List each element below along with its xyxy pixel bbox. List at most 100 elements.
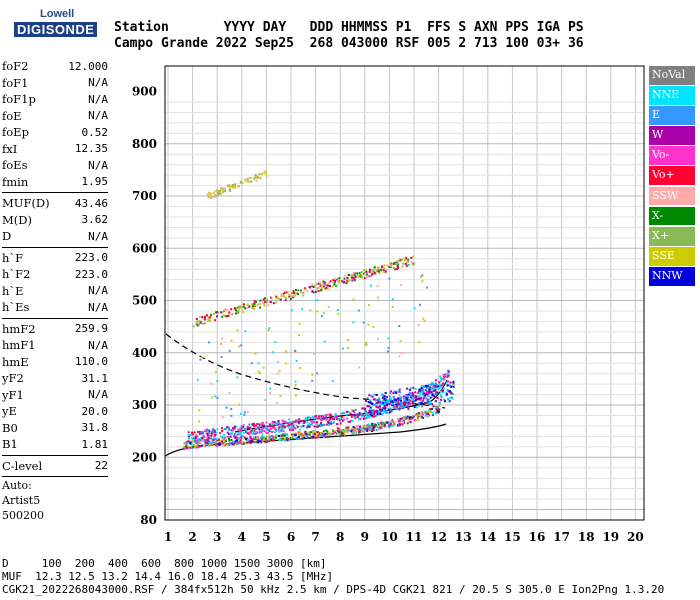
echo-dot	[261, 428, 264, 431]
echo-dot	[418, 414, 420, 417]
echo-dot	[426, 286, 429, 289]
echo-dot	[446, 384, 449, 387]
echo-dot	[271, 351, 274, 354]
echo-dot	[202, 444, 205, 447]
echo-dot	[362, 428, 365, 431]
echo-dot	[350, 415, 353, 418]
echo-dot	[375, 406, 378, 409]
echo-dot	[449, 384, 452, 387]
echo-dot	[423, 385, 426, 388]
echo-dot	[383, 404, 386, 407]
echo-dot	[195, 446, 198, 449]
echo-dot	[338, 427, 341, 430]
echo-dot	[371, 395, 374, 398]
param-row: foF1 N/A	[2, 75, 108, 92]
echo-dot	[303, 436, 306, 439]
echo-dot	[283, 426, 286, 429]
echo-dot	[336, 415, 339, 418]
echo-dot	[431, 383, 434, 386]
echo-dot	[347, 339, 350, 341]
echo-dot	[258, 423, 261, 426]
echo-dot	[386, 403, 389, 406]
echo-dot	[314, 430, 317, 433]
echo-dot	[403, 400, 406, 403]
param-label: yE	[2, 404, 17, 419]
echo-dot	[227, 432, 230, 435]
echo-dot	[409, 401, 412, 403]
echo-dot	[437, 406, 439, 409]
echo-dot	[438, 401, 441, 404]
echo-dot	[334, 277, 336, 280]
echo-dot	[256, 439, 259, 442]
echo-dot	[324, 283, 327, 286]
echo-dot	[253, 178, 256, 181]
x-tick-label: 8	[336, 530, 344, 544]
echo-dot	[395, 406, 398, 408]
echo-dot	[280, 429, 282, 432]
echo-dot	[442, 382, 444, 385]
echo-dot	[312, 286, 315, 288]
echo-dot	[402, 395, 405, 398]
echo-dot	[208, 434, 211, 437]
echo-dot	[257, 441, 260, 444]
echo-dot	[418, 388, 421, 391]
echo-dot	[198, 409, 201, 412]
echo-dot	[232, 427, 235, 430]
echo-dot	[199, 442, 202, 445]
echo-dot	[427, 411, 430, 414]
echo-dot	[324, 434, 327, 437]
echo-dot	[233, 425, 236, 428]
echo-dot	[273, 438, 276, 441]
echo-dot	[223, 439, 226, 442]
echo-dot	[390, 265, 393, 268]
echo-dot	[343, 274, 346, 277]
echo-dot	[238, 305, 241, 308]
echo-dot	[399, 391, 401, 394]
echo-dot	[398, 394, 401, 397]
echo-dot	[297, 293, 299, 296]
echo-dot	[403, 403, 406, 406]
echo-dot	[366, 414, 369, 417]
echo-dot	[228, 392, 231, 395]
echo-dot	[324, 414, 327, 417]
echo-dot	[415, 395, 418, 398]
echo-dot	[452, 380, 455, 383]
echo-dot	[368, 304, 371, 307]
echo-dot	[278, 430, 281, 433]
echo-dot	[229, 435, 232, 438]
echo-dot	[382, 402, 385, 404]
echo-dot	[369, 274, 372, 277]
echo-dot	[213, 435, 216, 438]
echo-dot	[420, 389, 423, 392]
echo-dot	[235, 436, 238, 439]
echo-dot	[261, 424, 264, 427]
echo-dot	[225, 406, 228, 409]
echo-dot	[400, 284, 402, 286]
echo-dot	[195, 318, 198, 320]
echo-dot	[280, 428, 283, 431]
echo-dot	[316, 435, 319, 438]
param-label: fxI	[2, 141, 18, 156]
echo-dot	[280, 436, 283, 439]
echo-dot	[412, 397, 414, 400]
echo-dot	[418, 396, 421, 399]
echo-dot	[406, 403, 409, 406]
echo-dot	[262, 427, 265, 430]
echo-dot	[422, 390, 425, 393]
echo-dot	[370, 284, 372, 287]
echo-dot	[310, 423, 313, 426]
echo-dot	[364, 407, 366, 410]
echo-dot	[272, 439, 275, 441]
echo-dot	[427, 416, 430, 418]
echo-dot	[336, 429, 339, 432]
echo-dot	[208, 431, 210, 434]
echo-dot	[351, 273, 354, 276]
echo-dot	[244, 178, 247, 181]
param-extra-line: Auto:	[2, 479, 32, 492]
echo-dot	[371, 273, 374, 275]
param-label: C-level	[2, 458, 43, 473]
echo-dot	[222, 188, 225, 191]
echo-dot	[380, 426, 383, 429]
echo-dot	[382, 266, 385, 269]
echo-dot	[322, 424, 324, 426]
